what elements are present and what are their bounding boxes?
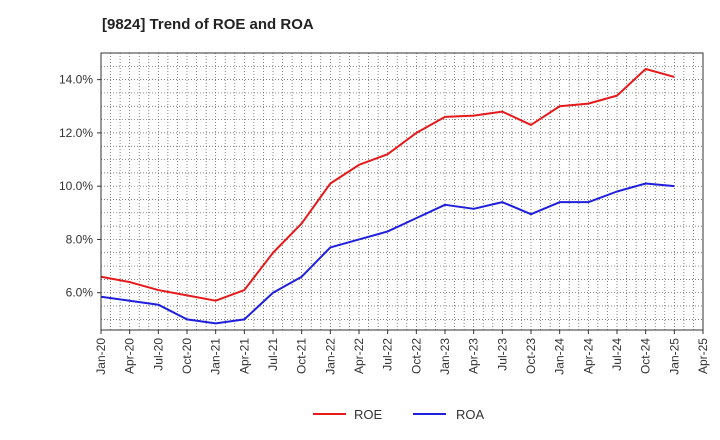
- series-line-roe: [100, 67, 675, 302]
- x-tick-label: Apr-23: [467, 338, 481, 374]
- x-tick-label: Apr-24: [581, 338, 595, 374]
- plot-border: [100, 52, 704, 331]
- x-tick-label: Jul-20: [151, 338, 165, 371]
- x-tick-label: Jan-21: [209, 338, 223, 375]
- x-tick-label: Oct-23: [524, 338, 538, 374]
- legend-label-roa: ROA: [456, 407, 485, 422]
- x-axis-ticks: Jan-20 Apr-20 Jul-20 Oct-20 Jan-21 Apr-21 Jul-…: [94, 330, 710, 375]
- x-tick-label: Oct-24: [639, 338, 653, 374]
- x-tick-label: Apr-22: [352, 338, 366, 374]
- y-axis-ticks: 6.0% 8.0% 10.0% 12.0% 14.0%: [59, 73, 101, 300]
- x-tick-label: Jan-24: [553, 338, 567, 375]
- x-tick-label: Oct-22: [409, 338, 423, 374]
- x-tick-label: Apr-20: [123, 338, 137, 374]
- legend-label-roe: ROE: [354, 407, 383, 422]
- x-tick-label: Jan-23: [438, 338, 452, 375]
- x-tick-label: Jul-21: [266, 338, 280, 371]
- plot-area: [101, 53, 703, 330]
- y-tick-label: 12.0%: [59, 126, 93, 140]
- grid: [101, 53, 703, 330]
- x-tick-label: Jul-22: [381, 338, 395, 371]
- y-tick-label: 14.0%: [59, 73, 93, 87]
- x-tick-label: Jan-20: [94, 338, 108, 375]
- legend: ROE ROA: [313, 407, 485, 422]
- y-tick-label: 8.0%: [66, 232, 94, 246]
- x-tick-label: Jan-25: [667, 338, 681, 375]
- y-tick-label: 6.0%: [66, 286, 94, 300]
- chart-title: [9824] Trend of ROE and ROA: [102, 16, 314, 33]
- x-tick-label: Jul-23: [495, 338, 509, 371]
- x-tick-label: Oct-20: [180, 338, 194, 374]
- y-tick-label: 10.0%: [59, 179, 93, 193]
- x-tick-label: Jul-24: [610, 338, 624, 371]
- x-tick-label: Jan-22: [323, 338, 337, 375]
- series-line-roa: [100, 182, 675, 325]
- x-tick-label: Apr-21: [237, 338, 251, 374]
- series-layer: [100, 67, 675, 325]
- x-tick-label: Apr-25: [696, 338, 710, 374]
- x-tick-label: Oct-21: [295, 338, 309, 374]
